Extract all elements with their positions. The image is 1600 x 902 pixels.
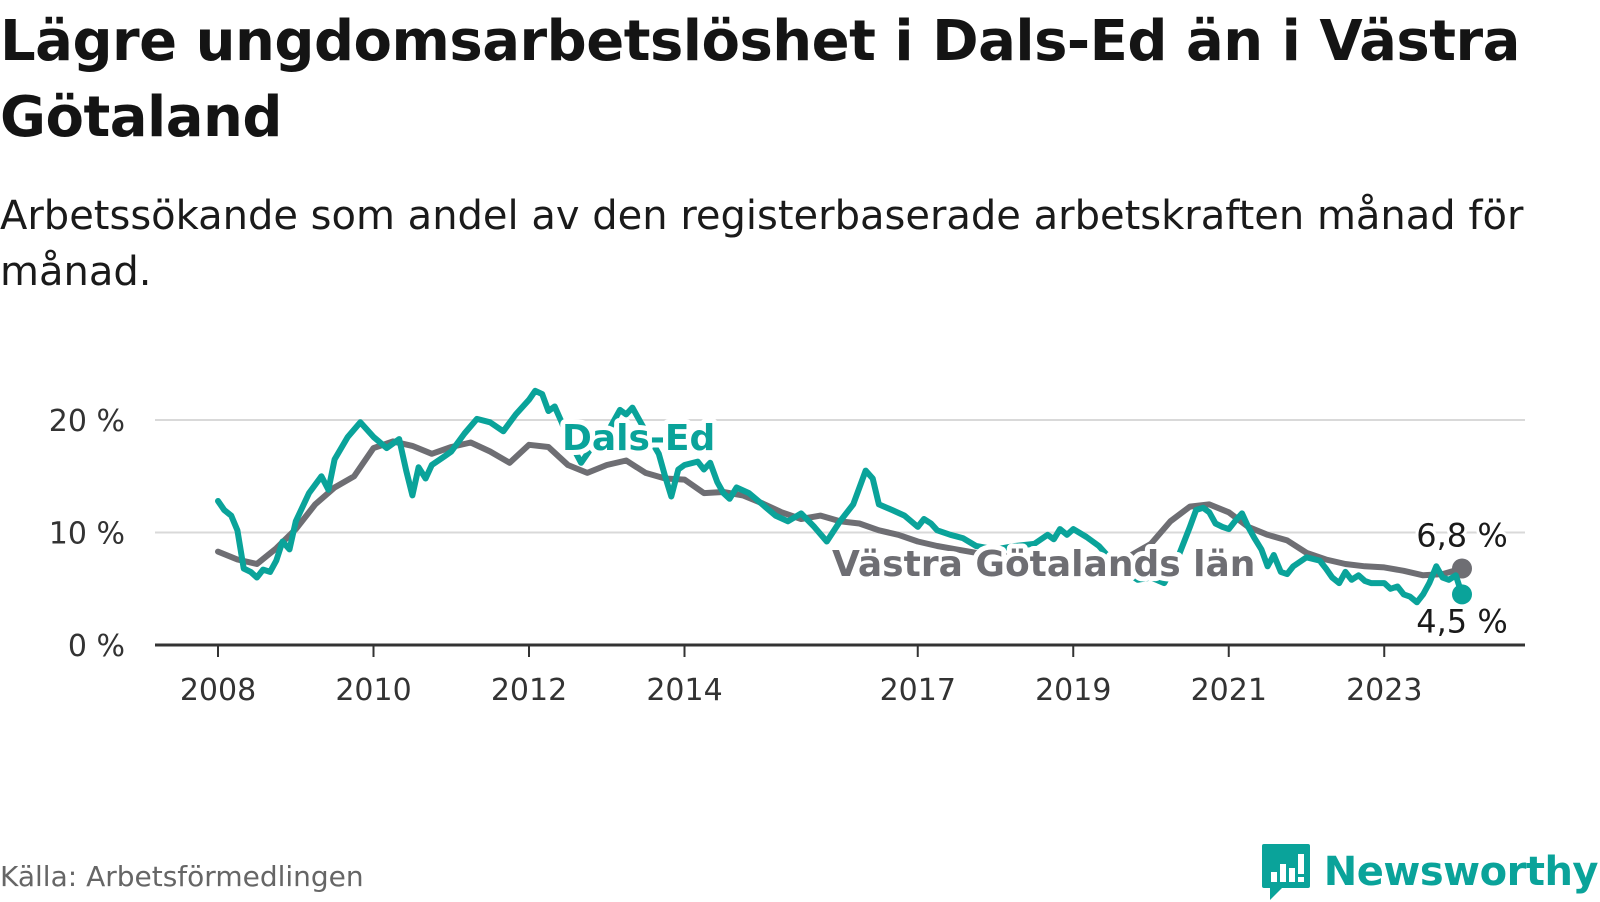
- brand-name: Newsworthy: [1323, 849, 1599, 895]
- series-lines: [215, 387, 1472, 606]
- series-line-dals-ed: [215, 387, 1465, 606]
- line-chart: 0 % 10 % 20 % 2008 2010 2012 2014 2017 2019 2021…: [49, 387, 1525, 708]
- x-tick-label: 2012: [491, 673, 567, 708]
- y-tick-label: 10 %: [49, 517, 125, 552]
- newsworthy-brand[interactable]: Newsworthy: [1260, 842, 1599, 902]
- chart-title: Lägre ungdomsarbetslöshet i Dals-Ed än i…: [0, 9, 1520, 150]
- end-label-dals-ed: 4,5 %: [1416, 602, 1507, 640]
- x-tick-label: 2010: [335, 673, 411, 708]
- x-axis-ticks: 2008 2010 2012 2014 2017 2019 2021 2023: [180, 645, 1422, 708]
- x-tick-label: 2017: [880, 673, 956, 708]
- x-tick-label: 2023: [1346, 673, 1422, 708]
- series-label-vastra-gotaland: Västra Götalands län: [832, 544, 1255, 585]
- chart-subtitle: Arbetssökande som andel av den registerb…: [0, 193, 1524, 295]
- x-tick-label: 2008: [180, 673, 256, 708]
- series-labels: Västra Götalands län 6,8 % Dals-Ed 4,5 %: [557, 413, 1511, 643]
- source-note: Källa: Arbetsförmedlingen: [0, 860, 364, 893]
- x-tick-label: 2021: [1191, 673, 1267, 708]
- y-tick-label: 0 %: [68, 629, 125, 664]
- gridlines: [155, 419, 1525, 647]
- bar-chart-speech-bubble-icon: [1261, 844, 1310, 900]
- end-label-vastra-gotaland: 6,8 %: [1416, 517, 1507, 555]
- y-tick-label: 20 %: [49, 404, 125, 439]
- series-label-dals-ed: Dals-Ed: [562, 418, 715, 459]
- x-tick-label: 2014: [646, 673, 722, 708]
- y-axis-ticks: 0 % 10 % 20 %: [49, 404, 125, 664]
- x-tick-label: 2019: [1035, 673, 1111, 708]
- end-point-dals-ed: [1452, 584, 1472, 605]
